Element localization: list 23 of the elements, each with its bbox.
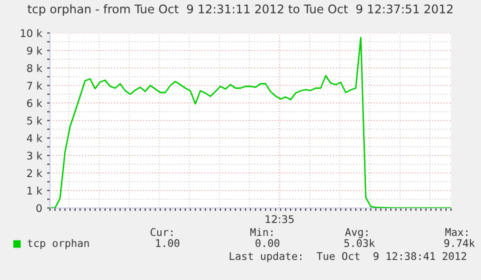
y-tick-label: 8 k [27,64,42,72]
text: 12:35 [266,215,294,224]
y-tick-label: 3 k [27,152,42,160]
y-tick-label: 7 k [27,82,42,90]
y-tick-label: 1 k [28,186,42,194]
text: Avg: [345,228,368,238]
text: 5.03k [344,238,375,248]
text: 0.00 [256,239,280,248]
text: 1.00 [156,239,180,248]
y-tick-label: 4 k [26,134,42,142]
y-tick-label: 9 k [27,46,42,55]
text: Last update: Tue Oct 9 12:38:41 2012 [230,252,466,262]
y-tick-label: 5 k [27,116,42,125]
text: 9.74k [444,238,475,248]
text: Min: [250,228,272,236]
chart-title: tcp orphan - from Tue Oct 9 12:31:11 2012 to Tue Oct 9 12:37:51 2012 [28,4,452,16]
text: Cur: [150,228,172,236]
legend-label: tcp orphan [28,238,89,250]
y-tick-label: 10 k [20,29,42,38]
text: Max: [445,228,468,236]
y-tick-label: 2 k [27,169,42,177]
y-tick-label: 6 k [27,99,42,108]
y-tick-label: 0 [36,204,42,212]
